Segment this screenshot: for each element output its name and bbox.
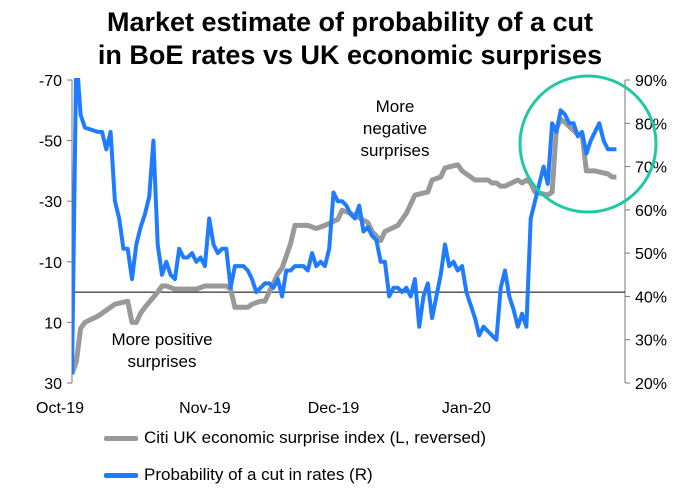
legend-swatch-probability xyxy=(104,473,138,479)
right-tick-label: 90% xyxy=(635,73,667,90)
left-tick-label: 30 xyxy=(44,376,62,393)
left-tick-label: -10 xyxy=(39,255,62,272)
cut-probability-line xyxy=(72,78,617,375)
left-tick-label: 10 xyxy=(44,315,62,332)
right-tick-label: 60% xyxy=(635,203,667,220)
legend-item-surprise: Citi UK economic surprise index (L, reve… xyxy=(104,428,486,448)
x-tick-label: Nov-19 xyxy=(179,400,231,417)
legend-item-probability: Probability of a cut in rates (R) xyxy=(104,465,373,485)
annotation-negative-surprises: surprises xyxy=(361,141,430,160)
x-tick-label: Oct-19 xyxy=(36,400,84,417)
legend-swatch-surprise xyxy=(104,436,138,442)
left-tick-label: -70 xyxy=(39,73,62,90)
right-tick-label: 30% xyxy=(635,333,667,350)
annotation-negative-surprises: More xyxy=(376,97,415,116)
right-tick-label: 40% xyxy=(635,289,667,306)
chart-title: Market estimate of probability of a cut … xyxy=(0,6,700,72)
left-tick-label: -30 xyxy=(39,194,62,211)
legend-label-surprise: Citi UK economic surprise index (L, reve… xyxy=(144,428,487,447)
highlight-circle xyxy=(518,74,658,214)
right-tick-label: 80% xyxy=(635,116,667,133)
right-tick-label: 20% xyxy=(635,376,667,393)
legend-label-probability: Probability of a cut in rates (R) xyxy=(144,465,373,484)
left-tick-label: -50 xyxy=(39,134,62,151)
annotation-negative-surprises: negative xyxy=(363,119,427,138)
annotation-positive-surprises: surprises xyxy=(128,352,197,371)
chart-title-line2: in BoE rates vs UK economic surprises xyxy=(97,40,603,70)
x-tick-label: Jan-20 xyxy=(442,400,491,417)
annotation-positive-surprises: More positive xyxy=(111,330,212,349)
chart-title-line1: Market estimate of probability of a cut xyxy=(106,7,594,37)
right-tick-label: 50% xyxy=(635,246,667,263)
x-tick-label: Dec-19 xyxy=(308,400,360,417)
